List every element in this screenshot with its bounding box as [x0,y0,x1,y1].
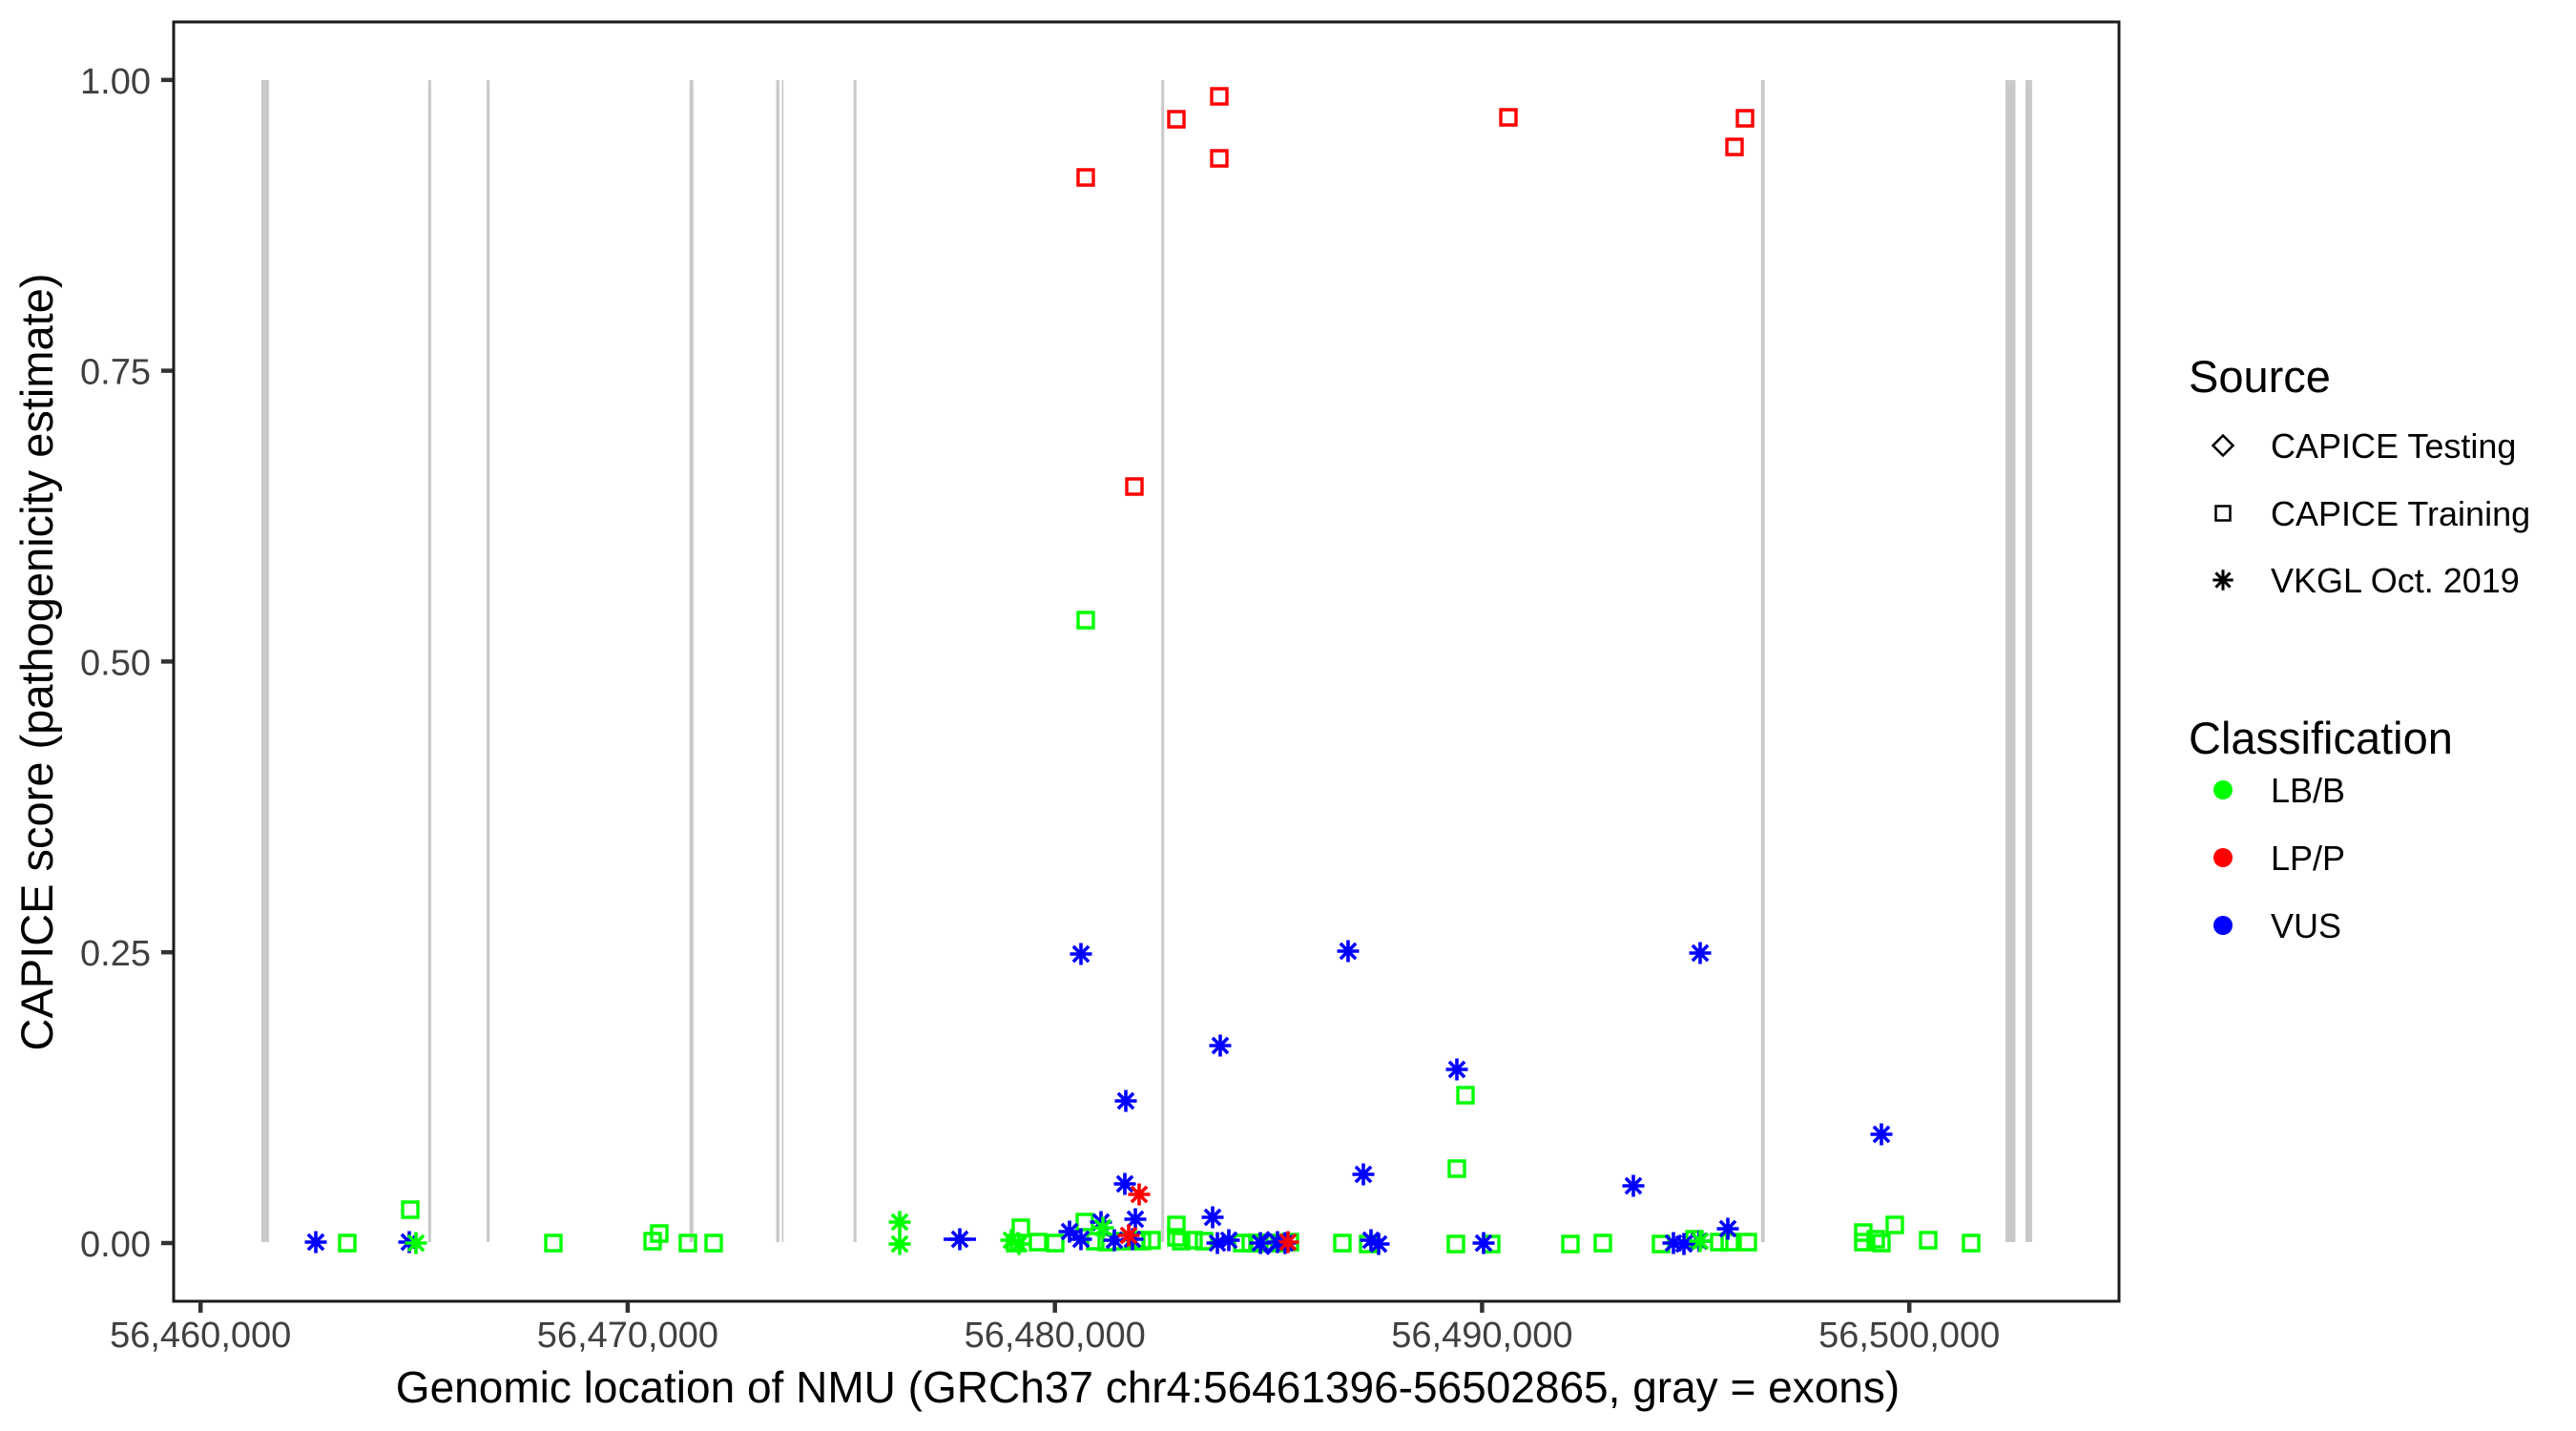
svg-text:0.75: 0.75 [80,353,151,393]
svg-text:56,470,000: 56,470,000 [537,1316,718,1356]
svg-text:0.25: 0.25 [80,934,151,974]
svg-text:56,460,000: 56,460,000 [110,1316,291,1356]
svg-text:0.00: 0.00 [80,1225,151,1265]
svg-text:CAPICE score (pathogenicity es: CAPICE score (pathogenicity estimate) [11,274,62,1051]
svg-text:CAPICE Testing: CAPICE Testing [2271,426,2516,466]
svg-text:Genomic location of NMU (GRCh3: Genomic location of NMU (GRCh37 chr4:564… [396,1362,1900,1412]
svg-text:56,490,000: 56,490,000 [1391,1316,1572,1356]
svg-text:VKGL Oct. 2019: VKGL Oct. 2019 [2271,561,2520,600]
svg-text:CAPICE Training: CAPICE Training [2271,494,2530,533]
svg-text:0.50: 0.50 [80,643,151,683]
svg-text:LP/P: LP/P [2271,839,2345,878]
svg-text:LB/B: LB/B [2271,771,2345,810]
svg-text:56,500,000: 56,500,000 [1818,1316,2000,1356]
svg-text:VUS: VUS [2271,906,2341,945]
svg-text:Source: Source [2189,351,2331,402]
svg-text:Classification: Classification [2189,713,2453,763]
svg-text:56,480,000: 56,480,000 [965,1316,1146,1356]
svg-text:1.00: 1.00 [80,62,151,102]
